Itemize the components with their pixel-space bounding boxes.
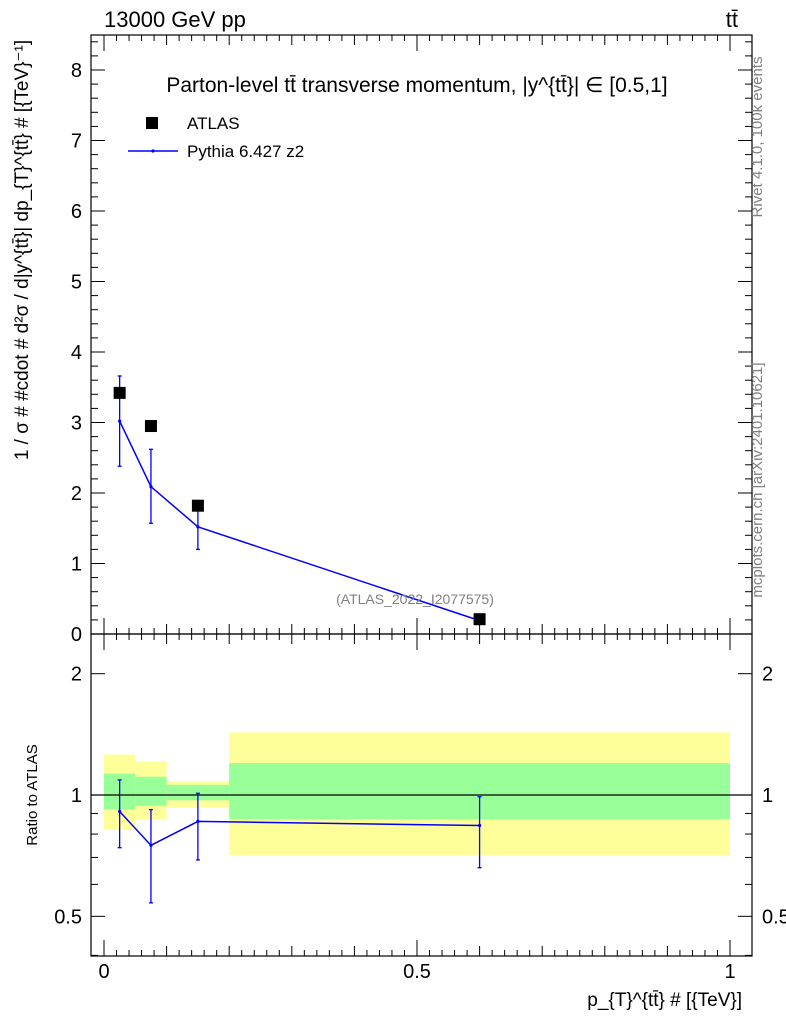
ratio-y-tick-label-right: 0.5	[762, 906, 786, 928]
ratio-y-tick-label: 0.5	[54, 906, 82, 928]
ratio-band-green	[166, 784, 230, 801]
main-y-tick-label: 4	[71, 342, 82, 364]
main-y-tick-label: 3	[71, 413, 82, 435]
legend-pythia-marker	[151, 149, 155, 153]
data-marks	[113, 375, 486, 904]
main-y-tick-label: 7	[71, 131, 82, 153]
x-tick-label: 1	[724, 961, 735, 983]
chart-title: Parton-level tt̄ transverse momentum, |y…	[166, 74, 667, 97]
atlas-point	[473, 613, 486, 626]
main-y-tick-label: 1	[71, 554, 82, 576]
legend-pythia-label: Pythia 6.427 z2	[187, 142, 304, 161]
ratio-pythia-line	[119, 810, 480, 847]
main-y-tick-label: 0	[71, 624, 82, 646]
x-tick-label: 0.5	[403, 961, 431, 983]
axis-tick-labels: 0 1 2 3 4 5 6 7 8 0.5 0.5 1 1 2 2 0 0.5 1	[54, 60, 786, 983]
ratio-y-tick-label-right: 1	[762, 785, 773, 807]
ratio-y-tick-label: 2	[71, 664, 82, 686]
ratio-point	[196, 819, 200, 823]
legend-atlas-label: ATLAS	[187, 114, 240, 133]
analysis-watermark: (ATLAS_2022_I2077575)	[336, 591, 494, 607]
ratio-point	[149, 843, 153, 847]
legend-atlas-marker	[146, 117, 158, 129]
x-tick-label: 0	[98, 961, 109, 983]
y-axis-title: 1 / σ # #cdot # d²σ / d|y^{tt̄}| dp_{T}^…	[12, 40, 33, 460]
x-axis-title: p_{T}^{tt̄} # [{TeV}]	[587, 990, 742, 1011]
ratio-y-tick-label-right: 2	[762, 664, 773, 686]
mcplots-source-label: mcplots.cern.ch [arXiv:2401.10621]	[749, 362, 766, 597]
axis-ticks	[91, 35, 752, 956]
header-energy-label: 13000 GeV pp	[104, 7, 246, 32]
atlas-point	[144, 420, 157, 433]
pythia-point	[118, 419, 122, 423]
rivet-version-label: Rivet 4.1.0, 100k events	[749, 57, 766, 218]
ratio-point	[118, 809, 122, 814]
ratio-band-green	[135, 776, 167, 806]
main-y-tick-label: 6	[71, 201, 82, 223]
pythia-point	[196, 525, 200, 529]
ratio-y-tick-label: 1	[71, 785, 82, 807]
main-y-tick-label: 8	[71, 60, 82, 82]
ratio-y-axis-title: Ratio to ATLAS	[24, 744, 41, 845]
pythia-point	[149, 485, 153, 489]
header-process-label: tt̄	[726, 7, 738, 32]
main-y-tick-label: 2	[71, 483, 82, 505]
atlas-point	[191, 499, 204, 512]
ratio-uncertainty-bands	[91, 732, 752, 855]
main-y-tick-label: 5	[71, 272, 82, 294]
ratio-point	[478, 823, 482, 828]
pythia-line	[118, 420, 480, 622]
atlas-point	[113, 386, 126, 399]
